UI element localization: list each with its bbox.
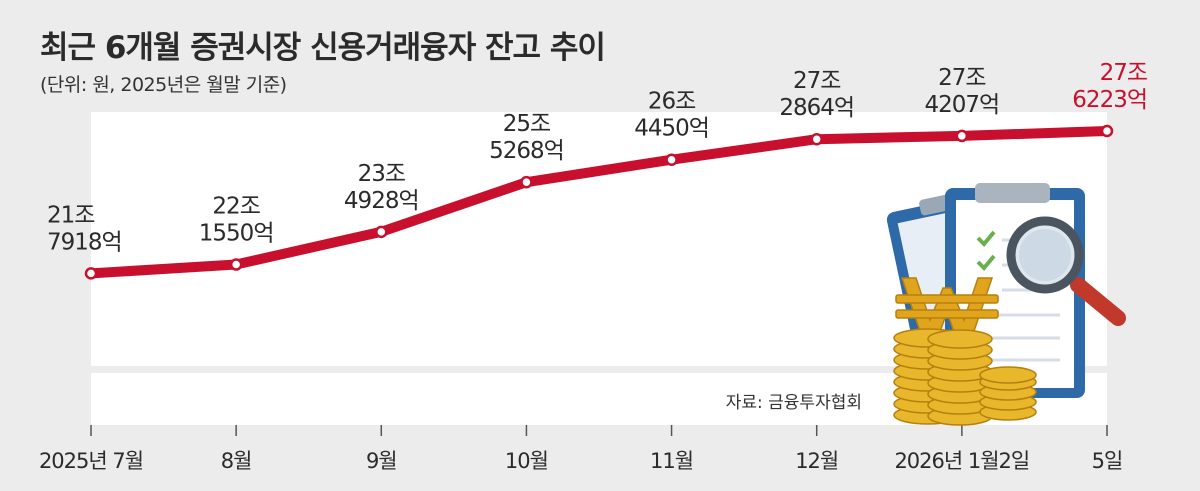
data-label-eok: 7918억 [47, 229, 122, 255]
data-point [84, 267, 98, 280]
x-tick-label: 10월 [505, 449, 548, 473]
data-label-eok: 6223억 [1072, 87, 1147, 113]
chart-title: 최근 6개월 증권시장 신용거래융자 잔고 추이 [40, 30, 606, 66]
data-label-eok: 1550억 [199, 221, 274, 247]
data-label-jo: 23조 [358, 161, 405, 187]
data-label-jo: 27조 [793, 68, 840, 94]
data-point [520, 175, 533, 189]
data-label-eok: 5268억 [489, 138, 564, 164]
gold-won-coins-clipboard-magnifier-icon [886, 183, 1126, 426]
source-note: 자료: 금융투자협회 [726, 393, 862, 413]
series-line-layer [86, 126, 1112, 279]
data-label-eok: 4928억 [344, 188, 419, 214]
data-label-jo: 22조 [212, 194, 259, 220]
data-label-jo: 27조 [938, 65, 985, 91]
data-point [665, 153, 678, 166]
data-label-jo: 21조 [47, 202, 94, 228]
data-label-jo: 26조 [648, 89, 695, 115]
x-tick-label: 9월 [366, 449, 397, 473]
data-point [955, 129, 969, 143]
x-tick-label: 2025년 7월 [39, 449, 143, 473]
data-label-eok: 4450억 [634, 116, 709, 142]
data-point [810, 132, 823, 146]
x-tick-label: 8월 [221, 449, 252, 473]
data-label-eok: 4207억 [925, 92, 1000, 118]
x-tick-label: 12월 [795, 449, 838, 473]
data-label-eok: 2864억 [779, 95, 854, 121]
data-point [375, 225, 388, 239]
x-axis-ticks: 2025년 7월 8월 9월 10월 11월 12월 2026년 1월2일 5일 [39, 425, 1123, 473]
x-tick-label: 5일 [1092, 449, 1123, 473]
x-tick-label: 2026년 1월2일 [894, 449, 1029, 473]
data-label-jo: 25조 [503, 111, 550, 137]
data-points-layer [84, 124, 1114, 280]
data-label-jo: 27조 [1100, 60, 1147, 86]
x-tick-label: 11월 [650, 449, 693, 473]
chart-subtitle: (단위: 원, 2025년은 월말 기준) [40, 74, 287, 96]
data-point [229, 258, 243, 271]
series-line [86, 126, 1112, 279]
data-point [1100, 124, 1114, 138]
